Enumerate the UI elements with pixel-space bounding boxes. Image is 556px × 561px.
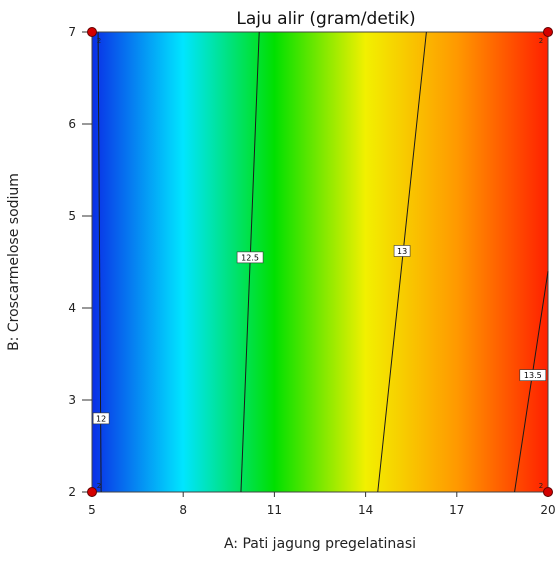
design-point bbox=[87, 27, 97, 37]
contour-label-box bbox=[236, 251, 264, 264]
y-tick-label: 6 bbox=[68, 117, 76, 131]
design-point-count: 2 bbox=[539, 482, 543, 490]
y-tick-label: 5 bbox=[68, 209, 76, 223]
contour-line bbox=[377, 31, 427, 493]
design-point-count: 2 bbox=[97, 482, 101, 490]
contour-layer: 12 12.5 13 13.5 bbox=[92, 31, 549, 493]
chart-title: Laju alir (gram/detik) bbox=[236, 9, 415, 29]
contour-label-box bbox=[393, 245, 411, 257]
x-tick-label: 17 bbox=[449, 503, 464, 517]
y-axis-title: B: Croscarmelose sodium bbox=[6, 173, 22, 351]
plot-area bbox=[91, 31, 549, 493]
design-point-count: 2 bbox=[539, 37, 543, 45]
x-axis: 5 8 11 14 17 20 bbox=[88, 492, 556, 517]
y-tick-label: 3 bbox=[68, 393, 76, 407]
x-tick-label: 11 bbox=[267, 503, 282, 517]
contour-label: 13 bbox=[397, 247, 407, 256]
design-point bbox=[543, 487, 553, 497]
contour-label: 12.5 bbox=[241, 253, 259, 262]
contour-line bbox=[514, 271, 549, 493]
x-tick-label: 5 bbox=[88, 503, 96, 517]
x-axis-title: A: Pati jagung pregelatinasi bbox=[224, 536, 416, 552]
design-points-layer: 2 2 2 2 bbox=[87, 27, 553, 497]
x-tick-label: 20 bbox=[540, 503, 555, 517]
design-point bbox=[543, 27, 553, 37]
x-tick-label: 8 bbox=[179, 503, 187, 517]
contour-label-box bbox=[519, 369, 547, 381]
contour-label-box bbox=[92, 412, 110, 425]
contour-label: 13.5 bbox=[524, 371, 542, 380]
y-tick-label: 7 bbox=[68, 25, 76, 39]
design-point-count: 2 bbox=[97, 37, 101, 45]
contour-label: 12 bbox=[96, 414, 106, 423]
y-axis: 2 3 4 5 6 7 bbox=[68, 25, 92, 499]
x-tick-label: 14 bbox=[358, 503, 373, 517]
y-tick-label: 2 bbox=[68, 485, 76, 499]
y-tick-label: 4 bbox=[68, 301, 76, 315]
design-point bbox=[87, 487, 97, 497]
